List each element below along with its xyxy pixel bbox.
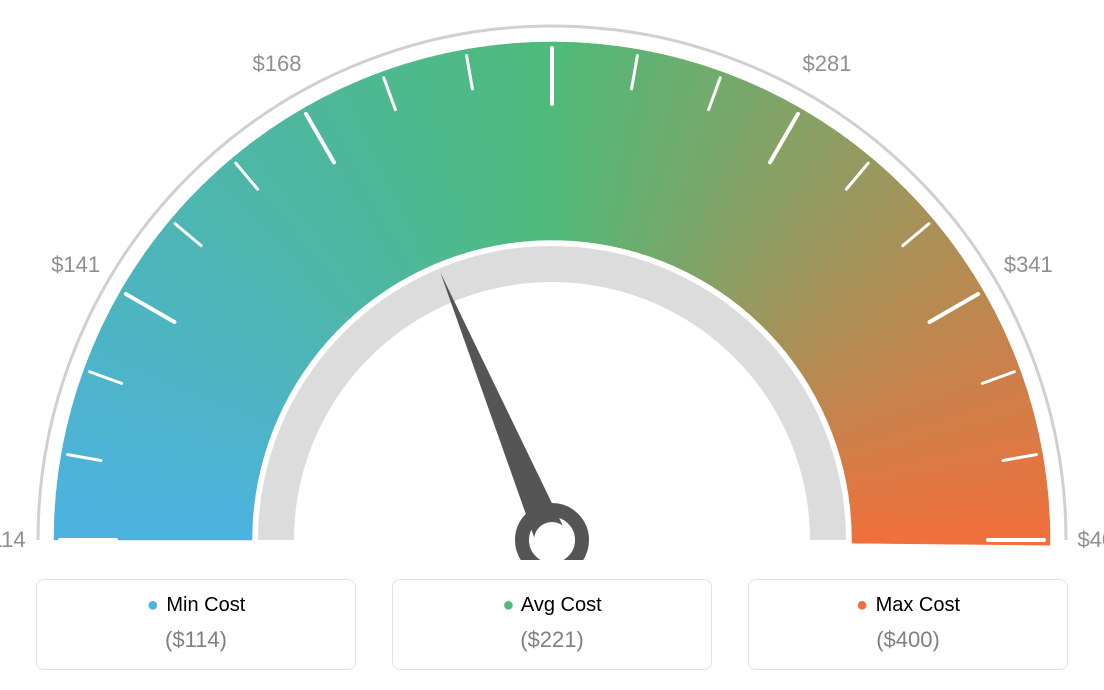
gauge-tick-label: $168 <box>253 51 302 77</box>
gauge-chart: $114 $141 $168 $221 $281 $341 $400 <box>0 0 1104 560</box>
gauge-tick-label: $114 <box>0 527 26 553</box>
gauge-tick-label: $341 <box>1004 252 1053 278</box>
legend-min-label: ● Min Cost <box>47 594 345 617</box>
legend-row: ● Min Cost ($114) ● Avg Cost ($221) ● Ma… <box>0 579 1104 670</box>
legend-avg: ● Avg Cost ($221) <box>392 579 712 670</box>
dot-icon: ● <box>856 594 870 616</box>
gauge-tick-label: $281 <box>803 51 852 77</box>
gauge-tick-label: $221 <box>528 0 577 3</box>
legend-min: ● Min Cost ($114) <box>36 579 356 670</box>
legend-min-label-text: Min Cost <box>166 594 245 616</box>
gauge-tick-label: $400 <box>1078 527 1104 553</box>
legend-avg-label: ● Avg Cost <box>403 594 701 617</box>
gauge-svg <box>0 0 1104 560</box>
dot-icon: ● <box>502 594 516 616</box>
legend-max-label: ● Max Cost <box>759 594 1057 617</box>
gauge-tick-label: $141 <box>51 252 100 278</box>
legend-max-label-text: Max Cost <box>876 594 960 616</box>
legend-min-value: ($114) <box>47 627 345 653</box>
legend-avg-label-text: Avg Cost <box>521 594 602 616</box>
legend-max: ● Max Cost ($400) <box>748 579 1068 670</box>
legend-avg-value: ($221) <box>403 627 701 653</box>
legend-max-value: ($400) <box>759 627 1057 653</box>
dot-icon: ● <box>147 594 161 616</box>
